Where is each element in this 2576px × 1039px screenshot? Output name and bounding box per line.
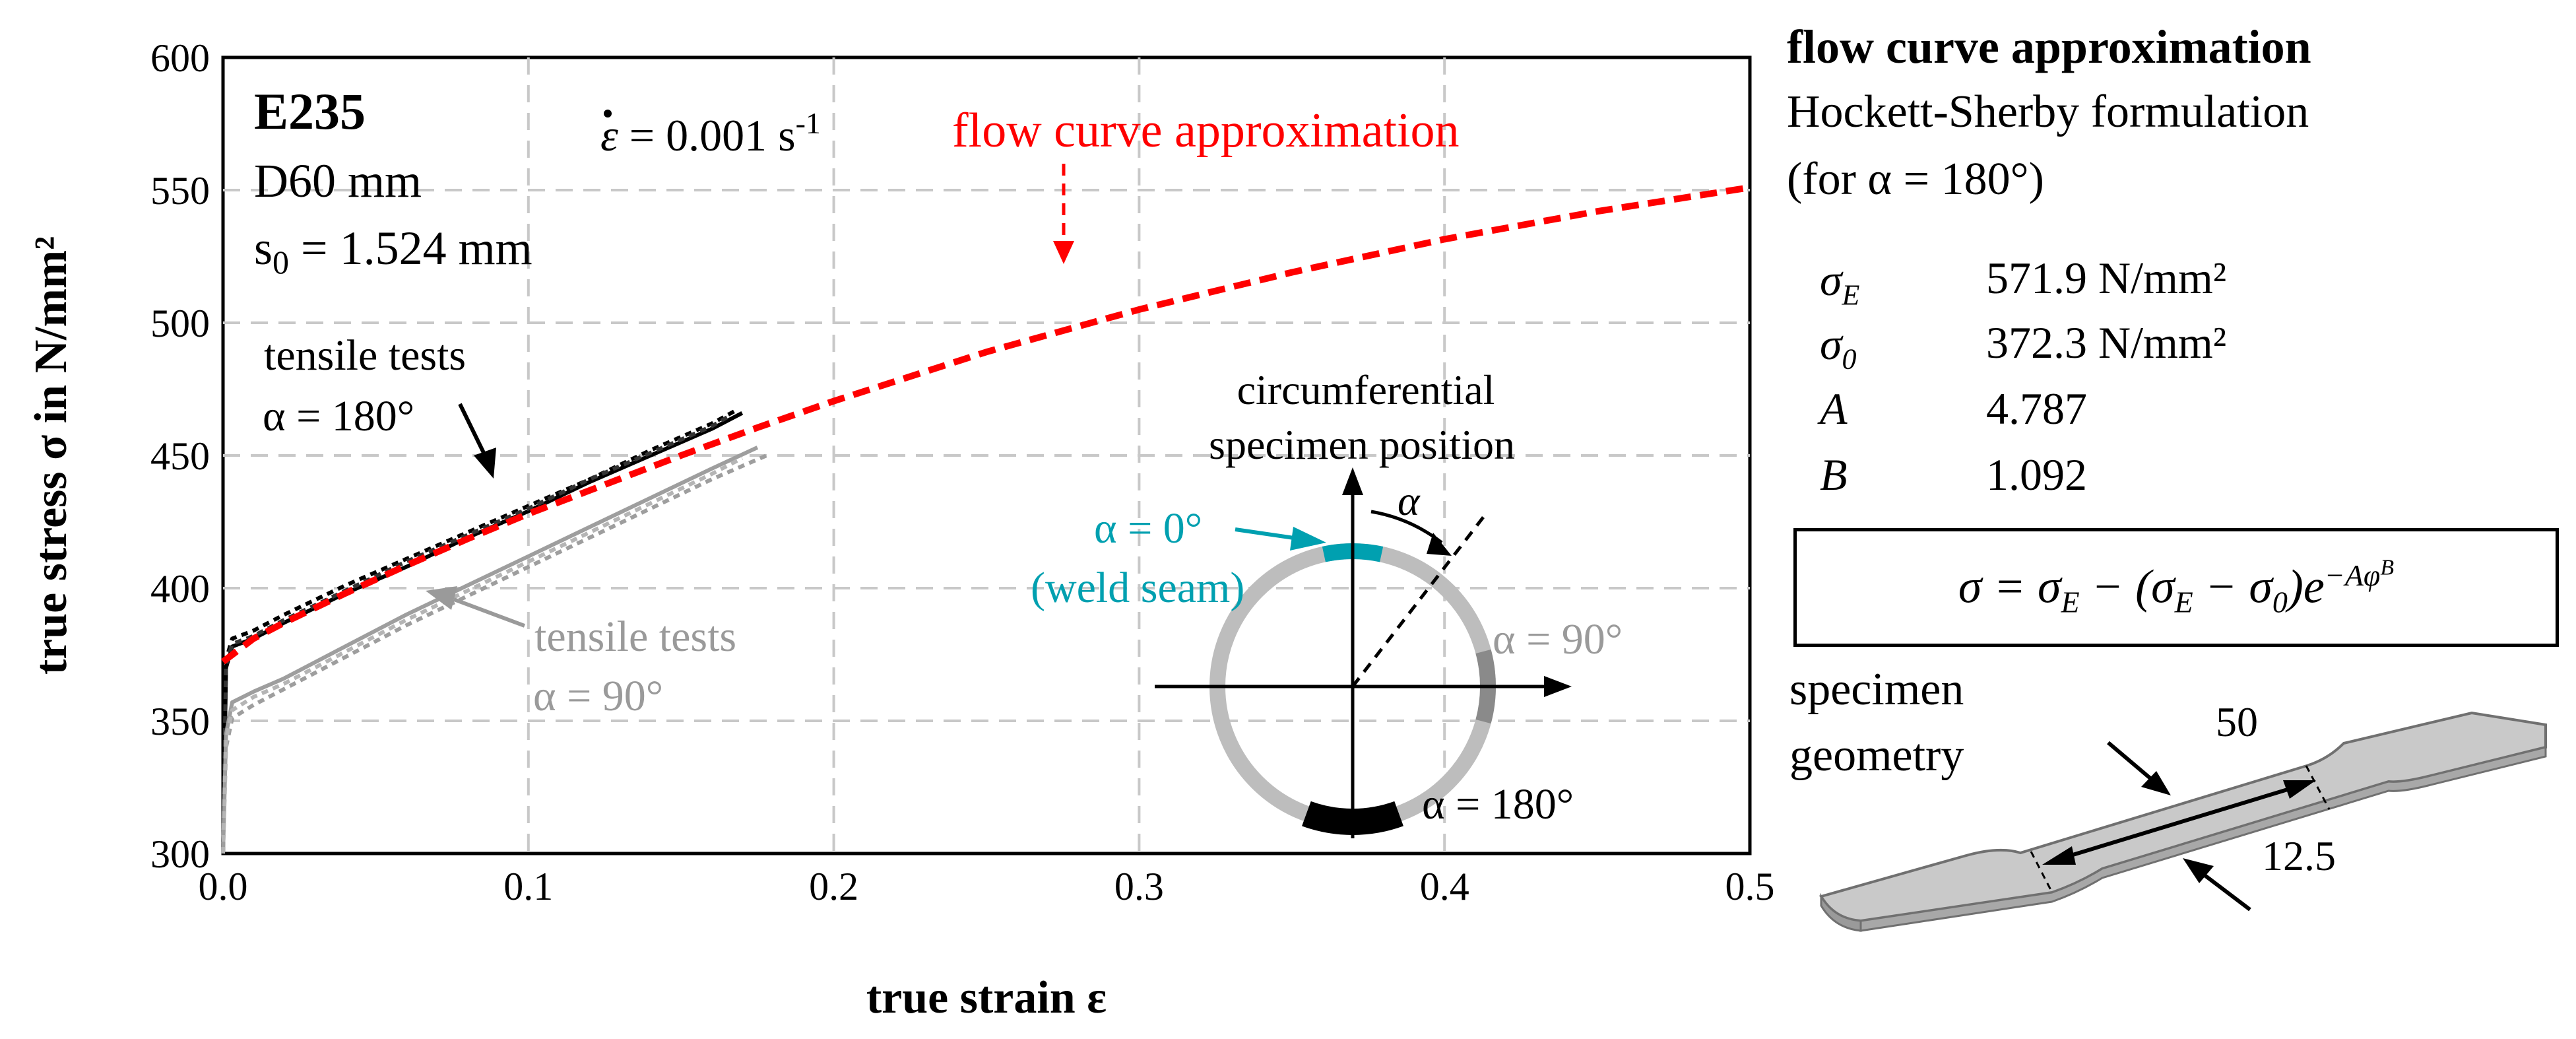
strain-rate-dot bbox=[604, 110, 612, 117]
flow-curve-label: flow curve approximation bbox=[952, 104, 1460, 158]
flow-curve-line bbox=[220, 184, 1751, 665]
x-tick-label: 0.3 bbox=[1114, 865, 1164, 908]
alpha0-label: α = 0° bbox=[1094, 504, 1202, 553]
y-tick-label: 400 bbox=[150, 567, 210, 611]
grid bbox=[223, 57, 1750, 854]
y-tick-label: 500 bbox=[150, 302, 210, 345]
thickness-label: s0 = 1.524 mm bbox=[254, 222, 532, 281]
series-group bbox=[220, 184, 1751, 854]
param-b-value: 1.092 bbox=[1986, 450, 2087, 500]
gauge-arrow-right bbox=[2283, 780, 2316, 799]
gauge-mark-right bbox=[2305, 765, 2331, 810]
weld-seam-label: (weld seam) bbox=[1031, 564, 1244, 612]
panel-subtitle: Hockett-Sherby formulation bbox=[1787, 86, 2309, 137]
width-arrow-top bbox=[2107, 741, 2152, 781]
geometry-label-1: specimen bbox=[1789, 664, 1964, 715]
gauge-mark-left bbox=[2030, 851, 2053, 893]
param-a-value: 4.787 bbox=[1986, 384, 2087, 434]
dim-length-label: 50 bbox=[2216, 698, 2258, 745]
y-tick-label: 350 bbox=[150, 700, 210, 743]
y-tick-label: 550 bbox=[150, 169, 210, 213]
y-tick-label: 600 bbox=[150, 36, 210, 80]
tensile-180-label-2: α = 180° bbox=[263, 392, 414, 440]
formula-box: σ = σE − (σE − σ0)e−AφB bbox=[1793, 528, 2559, 647]
circ-y-arrowhead bbox=[1342, 467, 1363, 495]
width-arrowhead-bottom bbox=[2183, 858, 2214, 883]
geometry-label-2: geometry bbox=[1789, 730, 1964, 781]
tensile-test-line bbox=[221, 446, 759, 854]
tensile-90-arrowhead bbox=[426, 586, 457, 610]
circ-alpha-label: α bbox=[1398, 477, 1421, 524]
param-a-symbol: A bbox=[1820, 384, 1848, 434]
width-arrow-bottom bbox=[2203, 873, 2251, 912]
diameter-label: D60 mm bbox=[254, 154, 422, 207]
width-arrowhead-top bbox=[2141, 771, 2171, 795]
param-sigma-0-symbol: σ0 bbox=[1820, 319, 1857, 376]
x-tick-label: 0.5 bbox=[1725, 865, 1775, 908]
alpha180-label: α = 180° bbox=[1422, 780, 1574, 828]
y-tick-label: 300 bbox=[150, 832, 210, 876]
weld-arrow bbox=[1235, 527, 1299, 541]
dim-width-label: 12.5 bbox=[2262, 832, 2336, 879]
tensile-test-line bbox=[221, 409, 737, 854]
tensile-180-arrow bbox=[458, 403, 487, 457]
param-b-symbol: B bbox=[1820, 450, 1848, 500]
circ-inset bbox=[1155, 467, 1572, 838]
x-tick-label: 0.1 bbox=[503, 865, 553, 908]
gauge-arrow-left bbox=[2042, 846, 2076, 865]
tensile-180-label-1: tensile tests bbox=[264, 331, 466, 380]
material-label: E235 bbox=[254, 83, 366, 140]
x-axis-title: true strain ε bbox=[866, 972, 1107, 1023]
circ-alpha-arrowhead bbox=[1427, 533, 1452, 556]
flow-curve-arrowhead bbox=[1053, 241, 1074, 264]
tensile-180-arrowhead bbox=[474, 448, 496, 479]
tensile-test-line bbox=[221, 414, 731, 854]
circ-x-arrowhead bbox=[1544, 676, 1572, 697]
y-tick-label: 450 bbox=[150, 434, 210, 478]
tensile-test-line bbox=[221, 456, 744, 854]
weld-arrowhead bbox=[1290, 527, 1326, 551]
param-sigma-0-value: 372.3 N/mm² bbox=[1986, 318, 2227, 368]
panel-title: flow curve approximation bbox=[1787, 20, 2311, 73]
x-tick-label: 0.4 bbox=[1420, 865, 1469, 908]
tensile-90-label-2: α = 90° bbox=[533, 672, 663, 720]
specimen-front-edge bbox=[1859, 746, 2547, 932]
alpha90-label: α = 90° bbox=[1493, 615, 1623, 663]
formula: σ = σE − (σE − σ0)e−AφB bbox=[1958, 555, 2395, 619]
tick-labels: 0.0 0.1 0.2 0.3 0.4 0.5 300 350 400 450 500 550 600 bbox=[150, 36, 1775, 908]
gauge-length-line bbox=[2061, 785, 2297, 860]
x-tick-label: 0.0 bbox=[199, 865, 248, 908]
circ-label-2: specimen position bbox=[1209, 421, 1515, 468]
panel-condition: (for α = 180°) bbox=[1787, 154, 2044, 205]
param-sigma-e-symbol: σE bbox=[1820, 255, 1860, 312]
specimen-drawing bbox=[1819, 711, 2547, 932]
param-sigma-e-value: 571.9 N/mm² bbox=[1986, 253, 2227, 303]
tensile-90-label-1: tensile tests bbox=[534, 613, 736, 661]
tensile-90-arrow bbox=[453, 597, 526, 628]
y-axis-title: true stress σ in N/mm² bbox=[26, 236, 77, 675]
x-tick-label: 0.2 bbox=[809, 865, 858, 908]
circ-label-1: circumferential bbox=[1237, 366, 1495, 413]
strain-rate-label: ε = 0.001 s-1 bbox=[600, 106, 821, 160]
